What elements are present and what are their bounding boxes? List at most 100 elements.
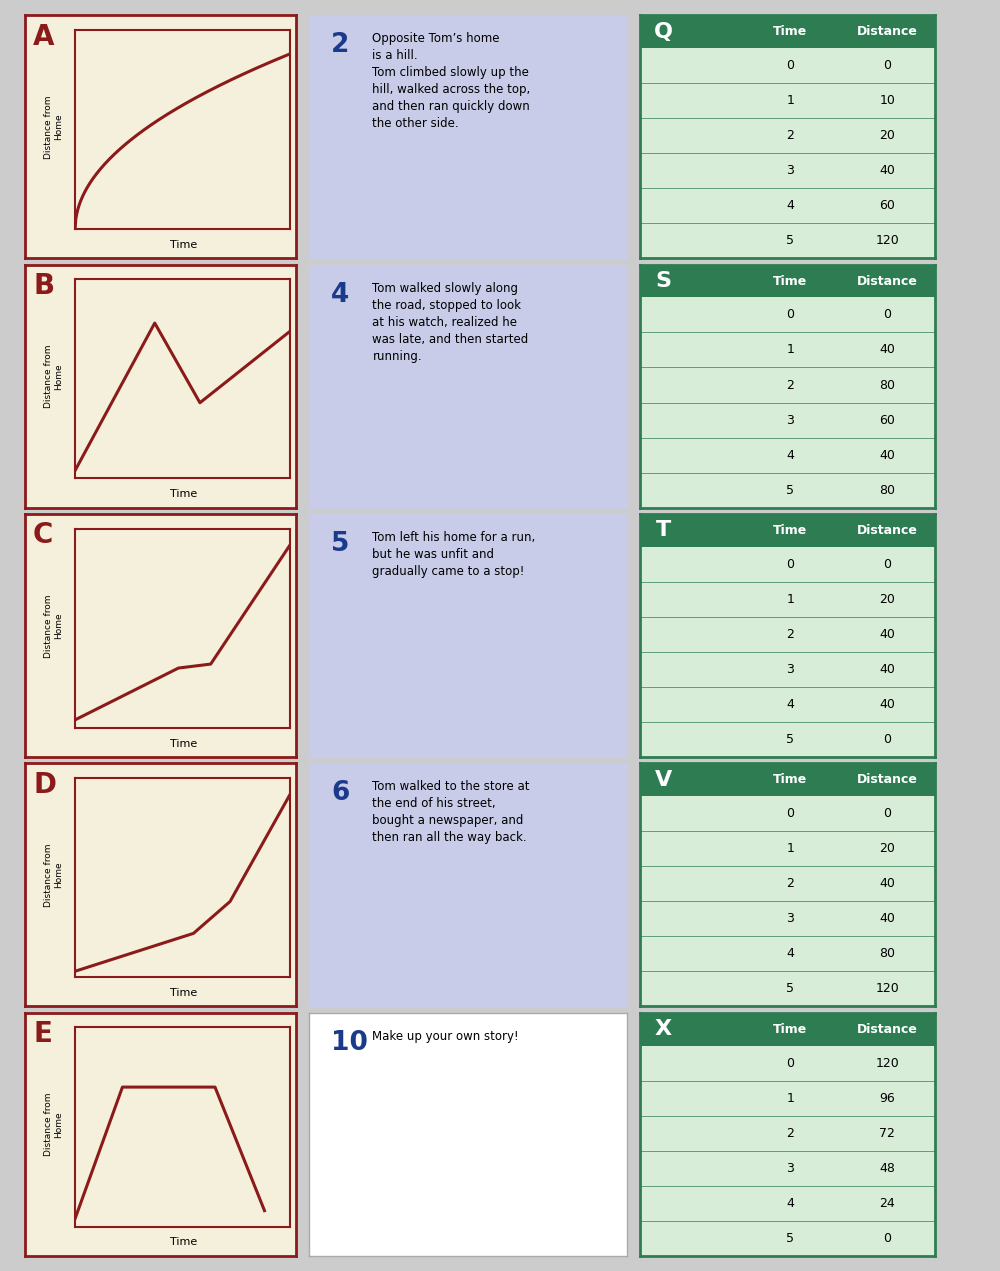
Text: 40: 40	[879, 913, 895, 925]
Text: X: X	[655, 1019, 672, 1040]
Text: 3: 3	[786, 913, 794, 925]
Text: 0: 0	[883, 733, 891, 746]
Text: 0: 0	[786, 309, 794, 322]
Text: 0: 0	[786, 807, 794, 820]
Text: 1: 1	[786, 843, 794, 855]
Text: 4: 4	[786, 698, 794, 710]
Text: 5: 5	[786, 1232, 794, 1244]
Text: Distance from
Home: Distance from Home	[44, 95, 63, 159]
Text: 2: 2	[786, 130, 794, 142]
Text: 5: 5	[786, 234, 794, 248]
Text: E: E	[33, 1021, 52, 1049]
Text: B: B	[33, 272, 54, 300]
Text: 10: 10	[879, 94, 895, 107]
Text: 0: 0	[883, 558, 891, 571]
Text: Time: Time	[170, 489, 197, 500]
Text: 4: 4	[786, 1197, 794, 1210]
Text: 1: 1	[786, 94, 794, 107]
Bar	[640, 764, 687, 796]
Text: 4: 4	[786, 947, 794, 961]
Text: 4: 4	[786, 200, 794, 212]
Text: Time: Time	[773, 275, 807, 287]
Text: 0: 0	[883, 807, 891, 820]
Text: 2: 2	[786, 877, 794, 890]
Text: 60: 60	[879, 200, 895, 212]
Text: Tom left his home for a run,
but he was unfit and
gradually came to a stop!: Tom left his home for a run, but he was …	[372, 531, 536, 578]
Text: Time: Time	[170, 988, 197, 998]
Text: D: D	[33, 770, 56, 798]
Text: 80: 80	[879, 379, 895, 391]
Text: Make up your own story!: Make up your own story!	[372, 1030, 519, 1042]
Text: 60: 60	[879, 413, 895, 427]
Text: 3: 3	[786, 164, 794, 177]
Text: 120: 120	[876, 982, 899, 995]
Text: Time: Time	[170, 738, 197, 749]
Bar	[640, 264, 687, 297]
Text: 96: 96	[880, 1092, 895, 1104]
Text: Tom walked slowly along
the road, stopped to look
at his watch, realized he
was : Tom walked slowly along the road, stoppe…	[372, 282, 529, 362]
Text: 1: 1	[786, 1092, 794, 1104]
Text: 0: 0	[883, 58, 891, 72]
Text: 6: 6	[331, 780, 349, 806]
Text: Distance from
Home: Distance from Home	[44, 1093, 63, 1157]
Text: 2: 2	[786, 379, 794, 391]
Text: 0: 0	[786, 558, 794, 571]
Text: 40: 40	[879, 449, 895, 461]
Text: 40: 40	[879, 164, 895, 177]
Text: 4: 4	[331, 282, 349, 308]
Text: Distance from
Home: Distance from Home	[44, 844, 63, 907]
Text: 40: 40	[879, 698, 895, 710]
Text: 48: 48	[879, 1162, 895, 1174]
Text: 40: 40	[879, 628, 895, 641]
Text: Time: Time	[170, 240, 197, 250]
Bar	[640, 764, 934, 796]
Text: Distance: Distance	[857, 1023, 918, 1036]
Text: 2: 2	[786, 1126, 794, 1140]
Bar	[640, 15, 687, 48]
Text: 1: 1	[786, 343, 794, 356]
Text: 5: 5	[786, 733, 794, 746]
Text: S: S	[656, 271, 672, 291]
Text: 0: 0	[786, 1056, 794, 1070]
Text: Distance: Distance	[857, 773, 918, 787]
Text: Tom walked to the store at
the end of his street,
bought a newspaper, and
then r: Tom walked to the store at the end of hi…	[372, 780, 530, 844]
Text: Time: Time	[773, 1023, 807, 1036]
Text: 72: 72	[879, 1126, 895, 1140]
Text: 5: 5	[786, 484, 794, 497]
Text: 5: 5	[786, 982, 794, 995]
Text: 2: 2	[331, 32, 349, 58]
Text: Time: Time	[773, 773, 807, 787]
Text: Time: Time	[773, 25, 807, 38]
Text: 1: 1	[786, 592, 794, 606]
Text: 24: 24	[880, 1197, 895, 1210]
Bar	[640, 1013, 934, 1046]
Text: 120: 120	[876, 1056, 899, 1070]
Text: 80: 80	[879, 484, 895, 497]
Text: Time: Time	[170, 1237, 197, 1247]
Text: 3: 3	[786, 1162, 794, 1174]
Text: 0: 0	[883, 309, 891, 322]
Text: 20: 20	[879, 130, 895, 142]
Text: 2: 2	[786, 628, 794, 641]
Text: C: C	[33, 521, 53, 549]
Text: 80: 80	[879, 947, 895, 961]
Bar	[640, 264, 934, 297]
Bar	[640, 1013, 687, 1046]
Text: 3: 3	[786, 413, 794, 427]
Text: Distance: Distance	[857, 25, 918, 38]
Bar	[640, 513, 687, 547]
Text: 10: 10	[331, 1030, 368, 1056]
Text: 20: 20	[879, 592, 895, 606]
Text: A: A	[33, 23, 55, 51]
Text: 40: 40	[879, 343, 895, 356]
Text: 5: 5	[331, 531, 349, 557]
Text: 120: 120	[876, 234, 899, 248]
Text: T: T	[656, 520, 671, 540]
Bar	[640, 15, 934, 48]
Text: 0: 0	[883, 1232, 891, 1244]
Text: 3: 3	[786, 663, 794, 676]
Text: Q: Q	[654, 22, 673, 42]
Text: V: V	[655, 770, 672, 789]
Text: Time: Time	[773, 524, 807, 536]
Text: 40: 40	[879, 663, 895, 676]
